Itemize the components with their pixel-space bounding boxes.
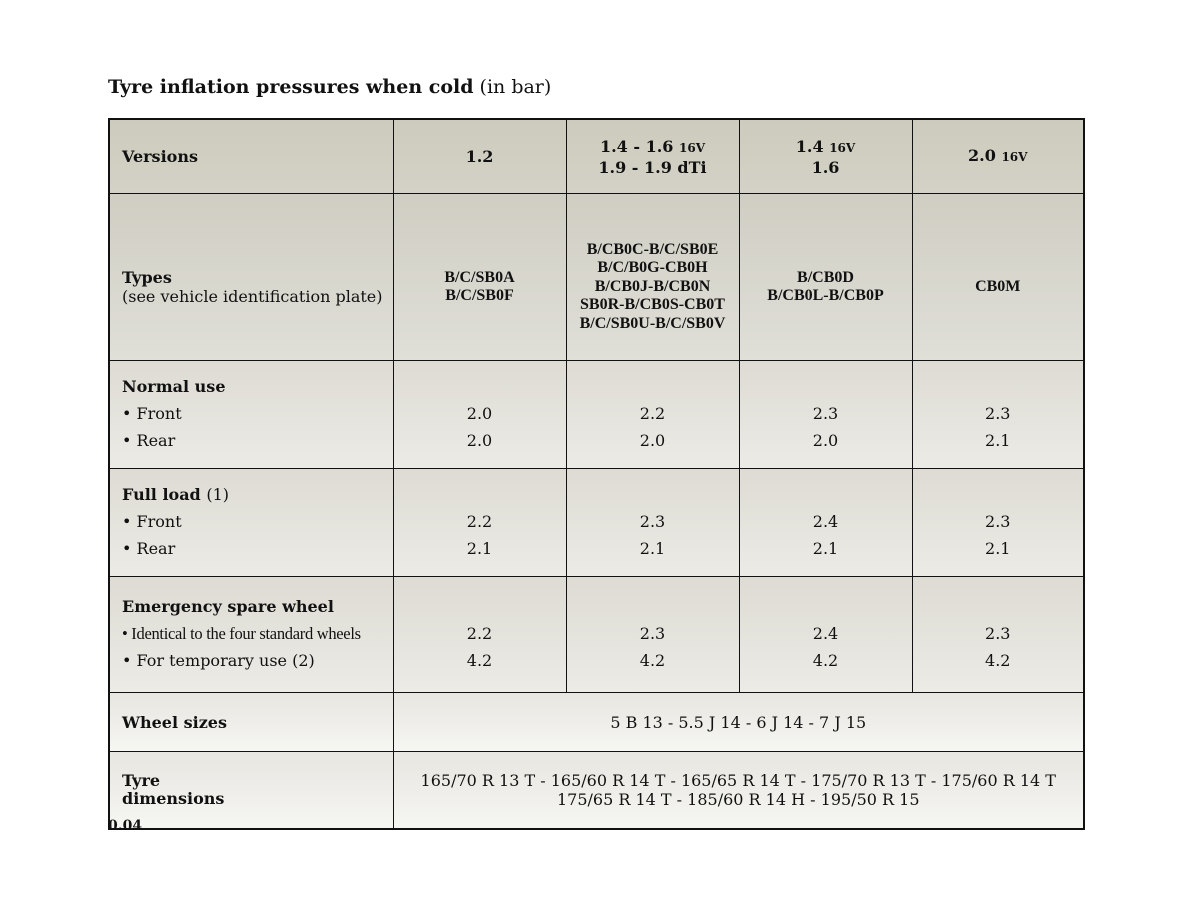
tyre-dimensions-row: Tyre dimensions 165/70 R 13 T - 165/60 R … [108,751,1085,830]
version-col-2: 1.4 - 1.6 16V 1.9 - 1.9 dTi [565,118,740,194]
full-col-2: 2.3 2.1 [565,468,740,577]
types-sublabel: (see vehicle identification plate) [122,287,383,306]
types-col-3: B/CB0D B/CB0L-B/CB0P [738,193,913,361]
types-col-2: B/CB0C-B/C/SB0E B/C/B0G-CB0H B/CB0J-B/CB… [565,193,740,361]
normal-use-row: Normal use • Front • Rear 2.0 2.0 2.2 2.0 … [108,360,1085,469]
spare-col-1: 2.2 4.2 [392,576,567,693]
normal-col-2: 2.2 2.0 [565,360,740,469]
wheel-sizes-value: 5 B 13 - 5.5 J 14 - 6 J 14 - 7 J 15 [392,692,1085,752]
types-row: Types (see vehicle identification plate)… [108,193,1085,361]
full-col-4: 2.3 2.1 [911,468,1085,577]
full-load-row: Full load (1) • Front • Rear 2.2 2.1 2.3 2… [108,468,1085,577]
title-main: Tyre inflation pressures when cold [108,76,474,98]
title-unit: (in bar) [479,76,552,98]
normal-use-label: Normal use • Front • Rear [108,360,394,469]
tyre-dimensions-value: 165/70 R 13 T - 165/60 R 14 T - 165/65 R… [392,751,1085,830]
normal-col-4: 2.3 2.1 [911,360,1085,469]
version-col-1: 1.2 [392,118,567,194]
types-label: Types [122,268,172,287]
page-number: 0.04 [108,818,143,834]
versions-label: Versions [108,118,394,194]
full-load-label: Full load (1) • Front • Rear [108,468,394,577]
wheel-sizes-row: Wheel sizes 5 B 13 - 5.5 J 14 - 6 J 14 -… [108,692,1085,752]
full-col-1: 2.2 2.1 [392,468,567,577]
full-col-3: 2.4 2.1 [738,468,913,577]
version-col-4: 2.0 16V [911,118,1085,194]
spare-wheel-row: Emergency spare wheel • Identical to the… [108,576,1085,693]
page-title: Tyre inflation pressures when cold (in b… [108,76,551,98]
versions-row: Versions 1.2 1.4 - 1.6 16V 1.9 - 1.9 dTi… [108,118,1085,194]
spare-col-2: 2.3 4.2 [565,576,740,693]
version-col-3: 1.4 16V 1.6 [738,118,913,194]
spare-col-4: 2.3 4.2 [911,576,1085,693]
spare-wheel-label: Emergency spare wheel • Identical to the… [108,576,394,693]
spare-col-3: 2.4 4.2 [738,576,913,693]
normal-col-1: 2.0 2.0 [392,360,567,469]
tyre-pressure-table: Versions 1.2 1.4 - 1.6 16V 1.9 - 1.9 dTi… [108,118,1085,830]
normal-col-3: 2.3 2.0 [738,360,913,469]
types-label-cell: Types (see vehicle identification plate) [108,193,394,361]
wheel-sizes-label: Wheel sizes [108,692,394,752]
tyre-dimensions-label: Tyre dimensions [108,751,394,830]
types-col-1: B/C/SB0A B/C/SB0F [392,193,567,361]
types-col-4: CB0M [911,193,1085,361]
